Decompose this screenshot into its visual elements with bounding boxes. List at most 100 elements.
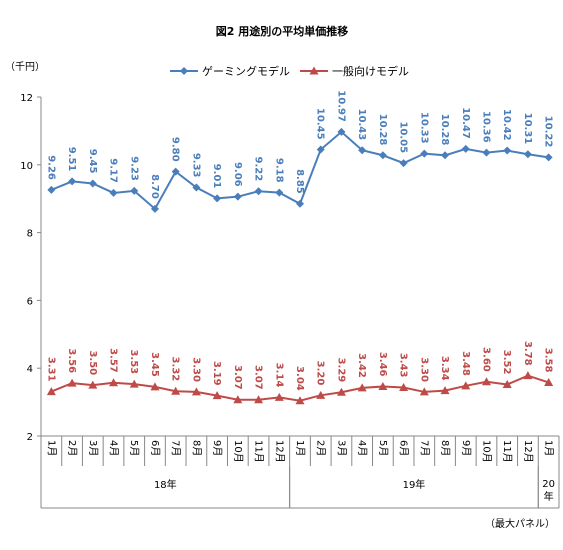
data-label: 3.34 <box>439 356 450 381</box>
data-label: 9.22 <box>253 157 264 182</box>
x-tick-label: 8月 <box>439 440 451 456</box>
y-axis-unit-label: （千円） <box>5 61 45 73</box>
series-gaming-point <box>130 186 139 195</box>
x-tick-label: 5月 <box>377 440 389 456</box>
x-tick-label: 11月 <box>253 440 265 463</box>
y-tick-label: 2 <box>27 432 33 443</box>
data-label: 10.47 <box>460 107 471 139</box>
data-label: 9.80 <box>170 137 181 162</box>
series-gaming-point <box>192 183 201 192</box>
x-tick-label: 12月 <box>273 440 285 463</box>
y-tick-label: 12 <box>20 93 33 104</box>
footnote: （最大パネル） <box>485 517 555 530</box>
x-tick-label: 10月 <box>232 440 244 463</box>
data-label: 9.45 <box>87 149 98 174</box>
data-label: 3.30 <box>190 357 201 382</box>
x-tick-label: 2月 <box>66 440 78 456</box>
series-general-point <box>212 391 222 400</box>
data-label: 9.06 <box>232 162 243 187</box>
data-label: 10.45 <box>315 108 326 140</box>
x-tick-label: 4月 <box>356 440 368 456</box>
data-label: 3.42 <box>356 353 367 378</box>
series-gaming-point <box>482 148 491 157</box>
series-general-point <box>254 395 264 404</box>
series-general-point <box>502 379 512 388</box>
series-gaming-point <box>88 179 97 188</box>
data-label: 8.70 <box>149 174 160 199</box>
x-tick-label: 9月 <box>460 440 472 456</box>
series-general-point <box>171 386 181 395</box>
series-general-point <box>523 371 533 380</box>
series-general-point <box>46 387 56 396</box>
data-label: 10.28 <box>439 114 450 146</box>
data-label: 3.78 <box>522 341 533 366</box>
data-label: 3.50 <box>87 350 98 375</box>
x-tick-label: 3月 <box>87 440 99 456</box>
data-label: 9.33 <box>190 153 201 178</box>
y-tick-label: 8 <box>27 229 33 240</box>
chart-title: 図2 用途別の平均単価推移 <box>216 24 348 38</box>
x-tick-label: 9月 <box>211 440 223 456</box>
data-label: 3.60 <box>480 347 491 372</box>
series-gaming-point <box>171 167 180 176</box>
data-label: 3.46 <box>377 352 388 377</box>
series-general-point <box>481 377 491 386</box>
series-general-point <box>109 378 119 387</box>
series-gaming-point <box>109 188 118 197</box>
data-label: 3.56 <box>66 348 77 373</box>
series-general-point <box>440 386 450 395</box>
x-tick-label: 11月 <box>501 440 513 463</box>
data-label: 3.04 <box>294 366 305 391</box>
series-general-point <box>316 390 326 399</box>
series-gaming-point <box>68 177 77 186</box>
series-general-point <box>461 381 471 390</box>
x-tick-label: 1月 <box>294 440 306 456</box>
data-label: 10.31 <box>522 113 533 145</box>
x-tick-label: 6月 <box>398 440 410 456</box>
series-general-point <box>336 387 346 396</box>
data-label: 3.43 <box>398 353 409 378</box>
series-gaming-point <box>461 144 470 153</box>
data-label: 3.52 <box>501 350 512 375</box>
legend-marker <box>180 67 188 75</box>
data-label: 10.97 <box>335 90 346 122</box>
data-label: 3.07 <box>232 365 243 390</box>
data-label: 3.19 <box>211 361 222 386</box>
data-label: 3.29 <box>335 358 346 383</box>
x-group-label: 年 <box>544 490 554 503</box>
x-tick-label: 10月 <box>480 440 492 463</box>
data-label: 10.42 <box>501 109 512 141</box>
data-label: 3.45 <box>149 352 160 377</box>
legend-label: 一般向けモデル <box>332 64 409 78</box>
x-tick-label: 4月 <box>108 440 120 456</box>
series-gaming-point <box>523 150 532 159</box>
series-gaming-point <box>399 159 408 168</box>
series-general-point <box>88 380 98 389</box>
x-tick-label: 1月 <box>45 440 57 456</box>
series-general-point <box>544 377 554 386</box>
x-tick-label: 1月 <box>543 440 555 456</box>
data-label: 10.43 <box>356 109 367 141</box>
series-gaming-point <box>233 192 242 201</box>
x-tick-label: 3月 <box>335 440 347 456</box>
series-general-point <box>274 392 284 401</box>
data-label: 9.01 <box>211 164 222 189</box>
series-general-point <box>419 387 429 396</box>
data-label: 9.17 <box>108 158 119 183</box>
data-label: 10.28 <box>377 114 388 146</box>
x-tick-label: 2月 <box>315 440 327 456</box>
series-general-point <box>295 396 305 405</box>
series-gaming-point <box>213 194 222 203</box>
legend-label: ゲーミングモデル <box>202 64 290 78</box>
series-gaming-point <box>420 149 429 158</box>
x-group-label: 20 <box>542 479 555 490</box>
data-label: 9.23 <box>128 156 139 181</box>
data-label: 3.31 <box>45 357 56 382</box>
plot-area: 2 4 6 8 10 12 1月 2月 3月 4月 5月 6月 7月 8月 9月 10月 11月 12月 1月 2月 3… <box>20 90 560 509</box>
series-general-point <box>67 378 77 387</box>
series-gaming-point <box>337 127 346 136</box>
data-label: 10.05 <box>398 121 409 153</box>
data-label: 3.57 <box>108 348 119 373</box>
